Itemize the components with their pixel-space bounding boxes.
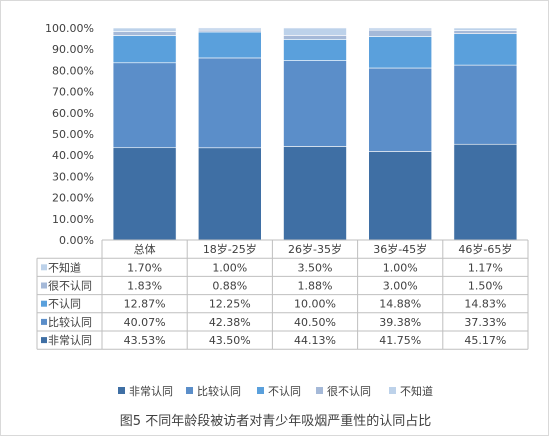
data-value-label: 14.83% xyxy=(464,298,506,311)
bar-segment xyxy=(112,62,177,149)
data-value-label: 42.38% xyxy=(209,316,251,329)
data-value-label: 1.00% xyxy=(383,261,418,274)
category-label: 46岁-65岁 xyxy=(458,242,512,256)
series-row-label: 比较认同 xyxy=(48,315,92,329)
data-value-label: 12.25% xyxy=(209,298,251,311)
stacked-bar-chart: 0.00% 10.00% 20.00% 30.00% 40.00% 50.00% 60.00… xyxy=(36,22,529,398)
bar-segment xyxy=(453,143,518,241)
data-value-label: 1.00% xyxy=(212,261,247,274)
data-value-label: 1.70% xyxy=(127,261,162,274)
bar-segment xyxy=(368,29,433,37)
series-row-label: 非常认同 xyxy=(48,334,92,347)
data-value-label: 37.33% xyxy=(464,316,506,329)
bar-segment xyxy=(112,31,177,36)
data-value-label: 1.17% xyxy=(468,261,503,274)
legend-label: 非常认同 xyxy=(129,385,173,398)
data-value-label: 3.50% xyxy=(298,261,333,274)
legend-label: 不认同 xyxy=(268,385,301,398)
y-tick-label: 90.00% xyxy=(52,43,94,56)
legend-key xyxy=(41,318,47,325)
bar-segment xyxy=(112,27,177,32)
legend-swatch xyxy=(118,387,125,394)
category-label: 总体 xyxy=(134,242,156,256)
series-row-label: 不认同 xyxy=(48,298,81,311)
series-row-label: 很不认同 xyxy=(48,279,92,293)
y-tick-label: 80.00% xyxy=(52,64,94,77)
y-tick-label: 10.00% xyxy=(52,213,94,226)
category-label: 36岁-45岁 xyxy=(373,242,427,256)
legend-key xyxy=(41,264,47,271)
category-label: 18岁-25岁 xyxy=(203,242,257,256)
legend-label: 比较认同 xyxy=(197,384,241,398)
y-tick-label: 50.00% xyxy=(52,128,94,141)
data-value-label: 10.00% xyxy=(294,298,336,311)
bar-segment xyxy=(368,36,433,69)
legend-swatch xyxy=(389,387,396,394)
bar-segment xyxy=(198,57,262,149)
data-value-label: 1.88% xyxy=(298,280,333,293)
data-value-label: 14.88% xyxy=(379,298,421,311)
series-row-label: 不知道 xyxy=(48,260,81,274)
bar-segment xyxy=(112,35,177,64)
bar-segment xyxy=(283,60,347,147)
legend-swatch xyxy=(316,387,323,394)
data-value-label: 0.88% xyxy=(212,280,247,293)
legend-swatch xyxy=(257,387,264,394)
bar-segment xyxy=(198,147,262,241)
data-value-label: 43.53% xyxy=(124,334,166,347)
chart-caption: 图5 不同年龄段被访者对青少年吸烟严重性的认同占比 xyxy=(119,414,432,429)
bar-segment xyxy=(368,67,433,152)
y-tick-label: 20.00% xyxy=(52,192,94,205)
category-label: 26岁-35岁 xyxy=(288,242,342,256)
bar-segment xyxy=(283,39,347,61)
bar-segment xyxy=(453,30,518,34)
data-value-label: 39.38% xyxy=(379,316,421,329)
bar-segment xyxy=(453,64,518,145)
y-tick-label: 60.00% xyxy=(52,107,94,120)
legend-label: 很不认同 xyxy=(327,384,371,398)
data-value-label: 1.83% xyxy=(127,280,162,293)
legend-key xyxy=(41,282,47,289)
bar-segment xyxy=(283,27,347,36)
data-value-label: 41.75% xyxy=(379,334,421,347)
bar-segment xyxy=(112,147,177,241)
legend-label: 不知道 xyxy=(400,384,433,398)
y-tick-label: 30.00% xyxy=(52,170,94,183)
y-tick-label: 40.00% xyxy=(52,149,94,162)
bar-segment xyxy=(453,33,518,66)
bar-segment xyxy=(283,146,347,241)
y-tick-label: 0.00% xyxy=(59,234,94,247)
data-value-label: 43.50% xyxy=(209,334,251,347)
legend-key xyxy=(41,337,47,344)
data-value-label: 1.50% xyxy=(468,280,503,293)
bar-segment xyxy=(368,27,433,31)
bar-segment xyxy=(198,31,262,59)
data-value-label: 40.07% xyxy=(124,316,166,329)
legend-swatch xyxy=(186,387,193,394)
legend-key xyxy=(41,300,47,307)
y-tick-label: 100.00% xyxy=(45,22,94,35)
bar-segment xyxy=(198,27,262,31)
bar-segment xyxy=(283,35,347,40)
data-value-label: 45.17% xyxy=(464,334,506,347)
bar-segment xyxy=(368,151,433,241)
data-value-label: 12.87% xyxy=(124,298,166,311)
data-value-label: 44.13% xyxy=(294,334,336,347)
y-tick-label: 70.00% xyxy=(52,86,94,99)
data-value-label: 3.00% xyxy=(383,280,418,293)
data-value-label: 40.50% xyxy=(294,316,336,329)
bar-segment xyxy=(453,27,518,31)
